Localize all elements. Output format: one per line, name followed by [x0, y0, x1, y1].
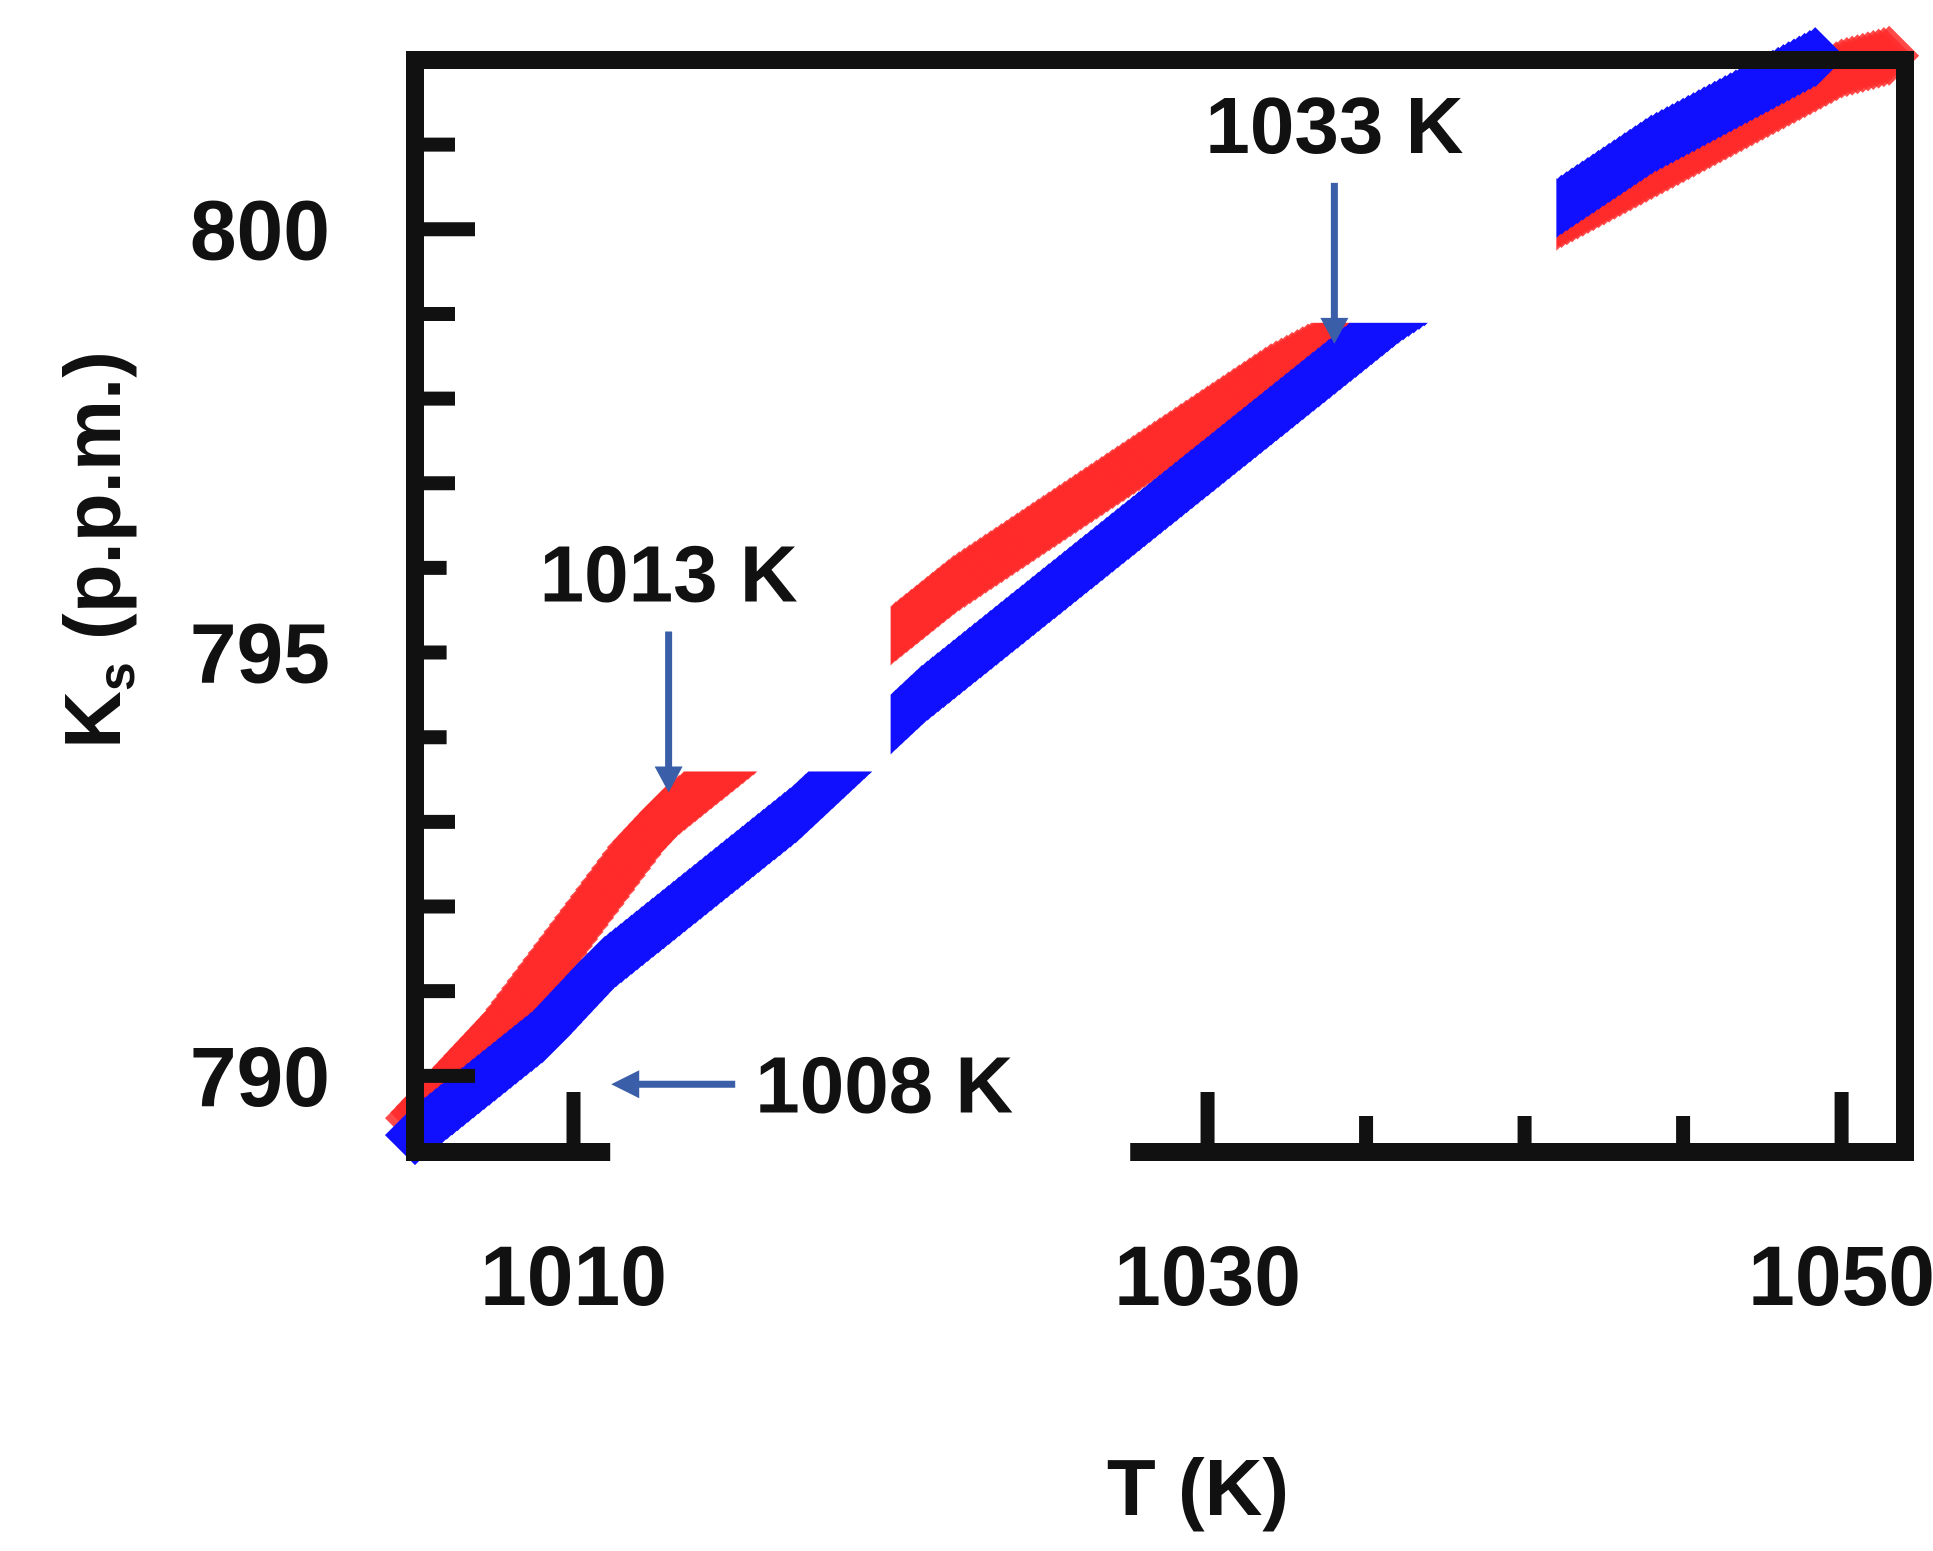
y-axis-label-rest: (p.p.m.) [48, 351, 137, 662]
annotation: 1013 K [446, 521, 891, 793]
annotation-label: 1033 K [1205, 81, 1463, 170]
x-tick-label: 1010 [480, 1229, 667, 1323]
y-axis-label: Ks (p.p.m.) [48, 351, 146, 749]
annotation-arrow-head [654, 766, 683, 793]
annotation-arrow-head [1320, 317, 1349, 344]
annotation-box [610, 1014, 1131, 1165]
y-axis-label-main: K [48, 691, 137, 749]
x-tick-label: 1050 [1748, 1229, 1933, 1323]
y-axis-label-sub: s [88, 662, 146, 691]
annotation: 1033 K [1112, 72, 1557, 344]
y-axis-ticks: 790 795 800 [190, 183, 330, 1124]
annotations: 1033 K 1013 K 1008 K [446, 72, 1557, 1165]
y-tick-label: 800 [190, 183, 330, 277]
y-tick-label: 795 [190, 607, 330, 701]
x-axis-label: T (K) [1107, 1443, 1289, 1532]
x-tick-label: 1030 [1114, 1229, 1301, 1323]
annotation: 1008 K [610, 1014, 1131, 1165]
x-axis-ticks: 1010 1030 1050 [480, 1229, 1933, 1323]
y-tick-label: 790 [190, 1030, 330, 1124]
annotation-label: 1013 K [540, 529, 798, 618]
annotation-label: 1008 K [755, 1040, 1013, 1129]
plot-frame [406, 51, 1914, 1161]
series-1 [385, 27, 1846, 1166]
annotation-arrow-head [611, 1070, 640, 1099]
